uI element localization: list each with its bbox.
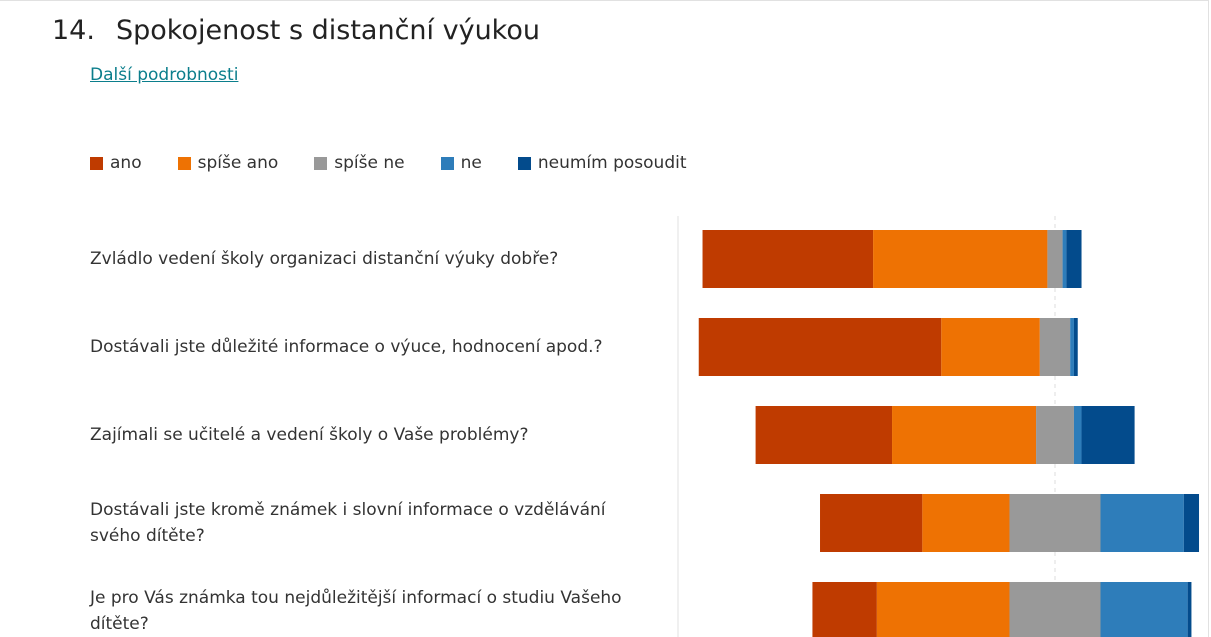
details-link[interactable]: Další podrobnosti — [90, 65, 239, 85]
question-label: Dostávali jste kromě známek i slovní inf… — [90, 500, 606, 546]
legend-label: spíše ano — [197, 153, 279, 173]
legend-item: spíše ano — [177, 153, 279, 173]
question-label: Zvládlo vedení školy organizaci distančn… — [90, 249, 559, 269]
legend-item: spíše ne — [314, 153, 405, 173]
bar-segment — [941, 318, 1040, 376]
bar-segment — [922, 494, 1010, 552]
question-label: Je pro Vás známka tou nejdůležitější inf… — [90, 588, 622, 634]
bar-segment — [1062, 230, 1067, 288]
bar-segment — [1009, 582, 1101, 637]
bar-segment — [755, 406, 893, 464]
legend-swatch — [177, 156, 191, 170]
legend-swatch — [90, 156, 103, 170]
legend-label: ne — [460, 153, 482, 173]
bar-segment — [873, 230, 1048, 288]
bar-segment — [698, 318, 942, 376]
legend-item: neumím posoudit — [517, 153, 687, 173]
bar-segment — [1047, 230, 1063, 288]
bar-segment — [1070, 318, 1074, 376]
bar-segment — [1073, 406, 1082, 464]
legend-item: ano — [90, 153, 142, 173]
bar-segment — [876, 582, 1010, 637]
legend-label: neumím posoudit — [537, 153, 687, 173]
bar-segment — [820, 494, 923, 552]
legend-swatch — [517, 156, 531, 170]
bar-segment — [702, 230, 874, 288]
legend-label: ano — [110, 153, 142, 173]
legend: ano spíše ano spíše ne ne neumím posoudit — [90, 153, 723, 173]
bar-segment — [1066, 230, 1082, 288]
chart-title: Spokojenost s distanční výukou — [116, 15, 540, 46]
question-label: Dostávali jste důležité informace o výuc… — [90, 337, 603, 357]
bar-segment — [1073, 318, 1078, 376]
bar-segment — [1081, 406, 1135, 464]
legend-item: ne — [440, 153, 482, 173]
bar-segment — [892, 406, 1037, 464]
question-number: 14. — [52, 15, 95, 46]
bar-segment — [1183, 494, 1200, 552]
legend-label: spíše ne — [334, 153, 405, 173]
bar-segment — [1009, 494, 1101, 552]
bar-segment — [1039, 318, 1071, 376]
bar-segment — [1100, 494, 1184, 552]
question-label: Zajímali se učitelé a vedení školy o Vaš… — [90, 425, 529, 445]
bar-segment — [1100, 582, 1188, 637]
bar-segment — [812, 582, 877, 637]
legend-swatch — [440, 156, 454, 170]
bar-segment — [1187, 582, 1192, 637]
bar-segment — [1036, 406, 1074, 464]
legend-swatch — [314, 156, 328, 170]
